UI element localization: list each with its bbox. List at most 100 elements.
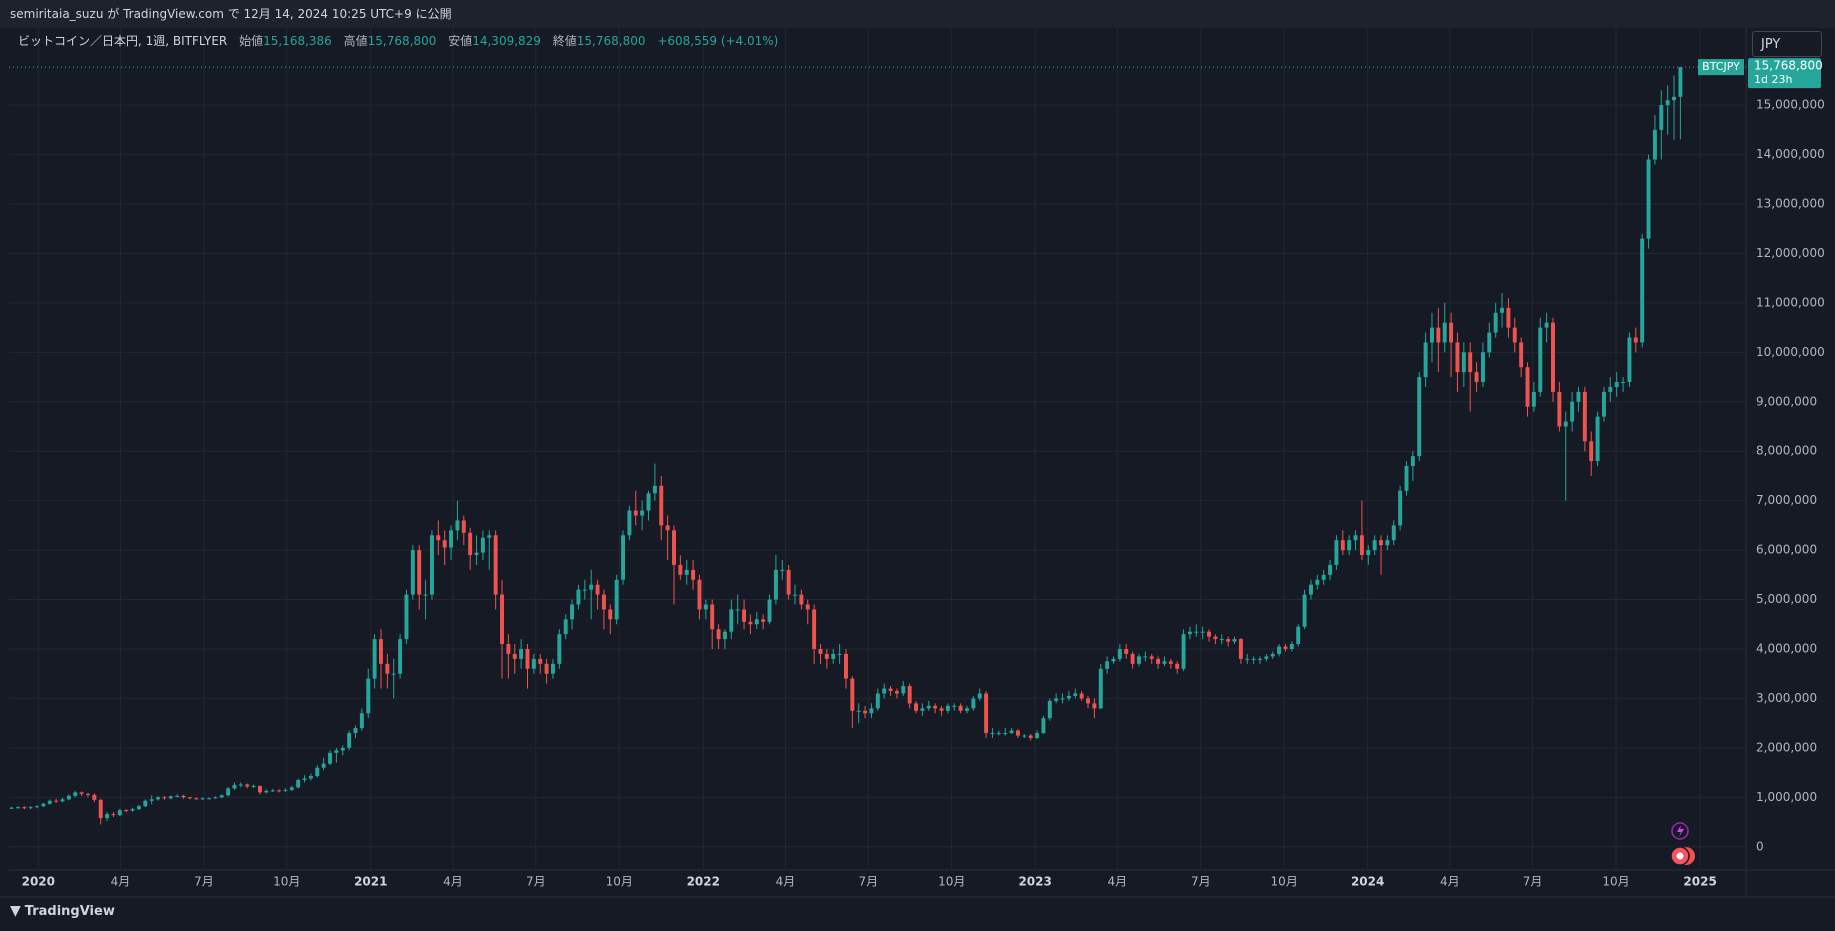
candle-body	[863, 710, 868, 714]
candle-body	[1086, 698, 1090, 704]
candle-body	[404, 594, 409, 640]
candle-body	[621, 535, 626, 580]
candle-body	[735, 609, 740, 611]
candle-body	[627, 510, 632, 536]
candle-body	[525, 648, 530, 669]
candle-body	[914, 703, 919, 711]
candle-body	[143, 800, 148, 807]
candle-body	[1098, 668, 1103, 709]
x-tick-label: 7月	[194, 875, 214, 889]
candle-body	[633, 510, 638, 516]
candle-body	[315, 767, 320, 777]
ticker-tag-bg	[1698, 59, 1744, 76]
candle-body	[1283, 646, 1288, 649]
candle-body	[1207, 631, 1212, 637]
low-label: 安値	[448, 34, 473, 48]
y-tick-label: 13,000,000	[1756, 197, 1825, 211]
candle-body	[1544, 322, 1549, 328]
candle-body	[79, 792, 84, 794]
candle-body	[1277, 646, 1282, 654]
candle-body	[461, 520, 466, 533]
candle-body	[1595, 416, 1600, 462]
candle-body	[678, 564, 683, 575]
candle-body	[359, 713, 364, 729]
x-tick-label: 2022	[687, 875, 720, 889]
publish-header: semiritaia_suzu が TradingView.com で 12月 …	[0, 0, 1835, 28]
candle-body	[1430, 327, 1434, 343]
candle-body	[207, 798, 211, 800]
candle-body	[264, 790, 269, 793]
candle-body	[283, 789, 288, 791]
change-value: +608,559 (+4.01%)	[657, 34, 779, 48]
alert-icon-bolt	[1677, 825, 1684, 837]
candle-body	[1187, 631, 1192, 635]
candle-body	[665, 525, 670, 531]
candle-body	[449, 530, 454, 548]
candle-body	[812, 609, 817, 649]
candle-body	[1551, 322, 1555, 392]
x-tick-label: 4月	[111, 875, 131, 889]
currency-button[interactable]: JPY	[1752, 31, 1822, 57]
candle-body	[939, 708, 944, 711]
candle-body	[761, 619, 766, 622]
candle-body	[442, 540, 447, 548]
x-tick-label: 7月	[1523, 875, 1543, 889]
candle-body	[1124, 648, 1129, 654]
y-tick-label: 7,000,000	[1756, 493, 1817, 507]
candle-body	[1601, 391, 1606, 417]
price-tag-bg	[1748, 58, 1821, 89]
candle-body	[213, 797, 218, 799]
y-tick-label: 5,000,000	[1756, 592, 1817, 606]
candle-body	[500, 594, 504, 645]
candle-body	[1232, 639, 1237, 642]
candle-body	[767, 599, 772, 622]
candle-body	[1455, 342, 1460, 373]
candle-body	[15, 807, 20, 809]
candle-body	[1041, 718, 1046, 734]
candle-body	[659, 485, 664, 526]
x-tick-label: 10月	[938, 875, 965, 889]
y-tick-label: 6,000,000	[1756, 543, 1817, 557]
candle-body	[1347, 540, 1352, 551]
candle-body	[799, 594, 804, 605]
candle-body	[270, 790, 275, 792]
candle-body	[347, 733, 352, 748]
candle-body	[410, 550, 415, 595]
x-tick-label: 10月	[606, 875, 633, 889]
y-tick-label: 2,000,000	[1756, 740, 1817, 754]
candle-body	[149, 799, 154, 801]
candle-body	[1321, 574, 1326, 580]
candle-body	[9, 807, 14, 809]
candle-body	[1366, 550, 1371, 556]
candle-body	[1264, 656, 1269, 659]
candle-body	[1302, 594, 1307, 627]
candle-body	[302, 778, 307, 781]
candle-body	[729, 609, 734, 632]
candle-body	[1436, 327, 1441, 343]
candle-body	[818, 648, 823, 654]
candle-body	[996, 733, 1001, 735]
candle-body	[971, 698, 976, 709]
candle-body	[920, 708, 925, 711]
x-tick-label: 10月	[1602, 875, 1629, 889]
candle-body	[1226, 639, 1231, 642]
candle-body	[1035, 733, 1040, 738]
high-label: 高値	[343, 34, 368, 48]
candle-body	[703, 604, 708, 610]
candle-body	[958, 705, 963, 711]
candle-body	[366, 678, 371, 714]
candle-body	[47, 800, 52, 804]
candle-body	[111, 814, 116, 816]
alert-icon[interactable]	[1671, 822, 1689, 840]
candle-body	[1589, 441, 1594, 462]
candle-body	[933, 705, 938, 709]
candle-body	[773, 569, 778, 600]
candle-body	[1519, 342, 1524, 368]
candle-body	[786, 569, 791, 595]
candle-body	[1608, 386, 1613, 392]
candle-body	[1379, 540, 1383, 546]
plot-area	[9, 28, 1746, 870]
candle-body	[1111, 658, 1116, 662]
candle-body	[136, 806, 141, 810]
